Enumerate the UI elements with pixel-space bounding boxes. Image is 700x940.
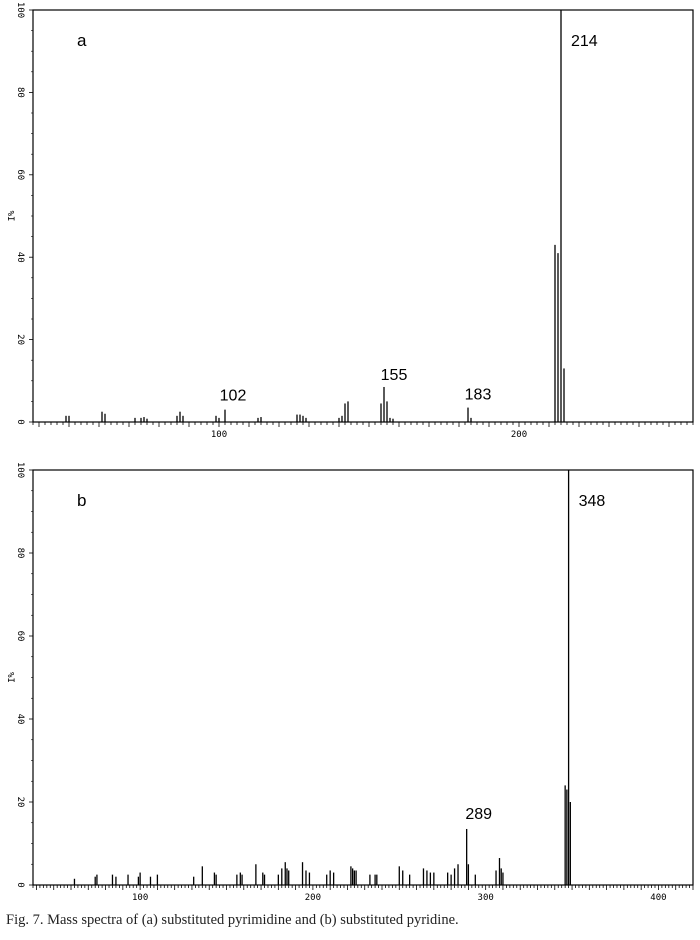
y-tick-label: 40 — [15, 714, 25, 725]
y-tick-label: 0 — [15, 882, 25, 887]
peak-annotation: 348 — [579, 493, 606, 510]
y-tick-label: 100 — [15, 462, 25, 478]
mass-spectrum-panel-b: 100 200 300 400 0 20 40 60 80 100 %I b 289 348 — [5, 462, 694, 903]
peak-annotation: 102 — [220, 388, 247, 405]
y-tick-label: 60 — [15, 631, 25, 642]
x-tick-label: 100 — [132, 893, 148, 903]
plot-frame — [32, 469, 694, 886]
y-tick-label: 20 — [15, 334, 25, 345]
y-tick-label: 40 — [15, 252, 25, 263]
y-tick-label: 80 — [15, 87, 25, 98]
y-tick-label: 60 — [15, 169, 25, 180]
x-tick-label: 400 — [650, 893, 666, 903]
mass-spectrum-panel-a: 100 200 0 20 40 60 80 100 %I a 102 155 183 214 — [5, 2, 694, 440]
x-tick-label: 200 — [511, 430, 527, 440]
x-tick-label: 100 — [211, 430, 227, 440]
y-axis-label: %I — [5, 211, 15, 222]
y-axis-label: %I — [5, 672, 15, 683]
peak-annotation: 183 — [465, 387, 492, 404]
y-tick-label: 100 — [15, 2, 25, 18]
y-tick-label: 20 — [15, 797, 25, 808]
panel-label: b — [77, 491, 86, 510]
peak-annotation: 155 — [381, 367, 408, 384]
figure-caption: Fig. 7. Mass spectra of (a) substituted … — [6, 912, 459, 928]
peak-annotation: 214 — [571, 33, 598, 50]
plot-frame — [32, 9, 694, 423]
y-tick-label: 0 — [15, 419, 25, 424]
x-tick-label: 300 — [478, 893, 494, 903]
peak-annotation: 289 — [465, 806, 492, 823]
y-tick-label: 80 — [15, 548, 25, 559]
panel-label: a — [77, 31, 87, 50]
x-tick-label: 200 — [305, 893, 321, 903]
